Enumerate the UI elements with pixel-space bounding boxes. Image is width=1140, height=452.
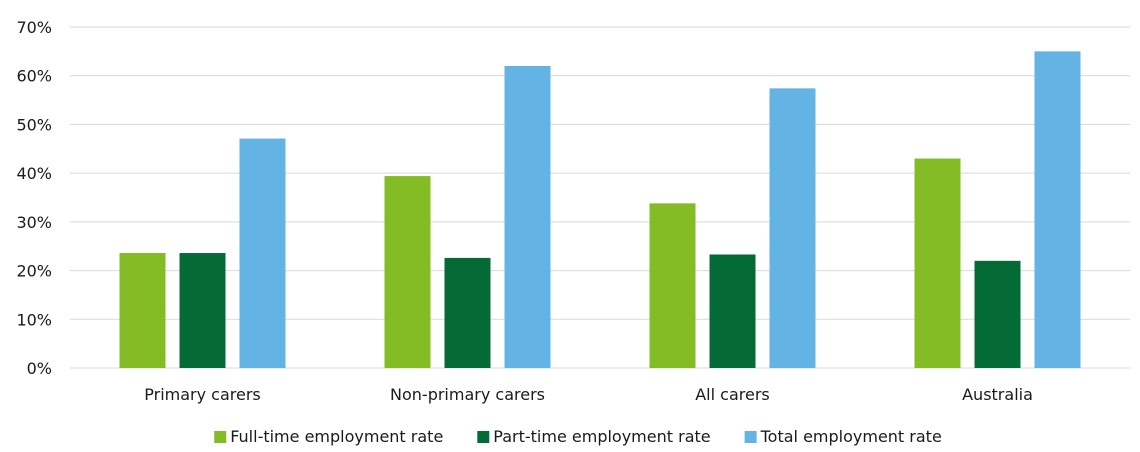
x-category-label: Non-primary carers [390,385,545,404]
bar-full-time-employment-rate-non-primary-carers [384,176,431,368]
x-axis-category-labels: Primary carers Non-primary carers All care… [144,385,1033,404]
x-category-label: Primary carers [144,385,261,404]
bar-total-employment-rate-non-primary-carers [504,65,551,368]
legend-swatch [744,431,757,443]
bar-full-time-employment-rate-primary-carers [119,253,166,368]
legend-swatch [214,431,227,443]
y-tick-label: 40% [16,164,52,183]
y-axis-tick-labels: 0% 10% 20% 30% 40% 50% 60% 70% [16,18,52,378]
legend-item: Total employment rate [744,427,942,446]
bar-part-time-employment-rate-primary-carers [179,253,226,368]
legend: Full-time employment rate Part-time emplo… [214,427,942,446]
bars [119,51,1081,368]
y-tick-label: 20% [16,262,52,281]
bar-full-time-employment-rate-all-carers [649,203,696,368]
gridlines [70,26,1130,369]
bar-total-employment-rate-primary-carers [239,138,286,368]
legend-item: Part-time employment rate [477,427,711,446]
bar-full-time-employment-rate-australia [914,158,961,368]
bar-part-time-employment-rate-non-primary-carers [444,257,491,368]
y-tick-label: 70% [16,18,52,37]
bar-total-employment-rate-australia [1034,51,1081,368]
legend-label: Total employment rate [760,427,942,446]
y-tick-label: 50% [16,115,52,134]
bar-part-time-employment-rate-australia [974,260,1021,368]
legend-swatch [477,431,490,443]
x-category-label: All carers [695,385,770,404]
x-category-label: Australia [962,385,1033,404]
legend-label: Part-time employment rate [493,427,710,446]
y-tick-label: 60% [16,67,52,86]
bar-part-time-employment-rate-all-carers [709,254,756,368]
y-tick-label: 0% [27,359,52,378]
legend-label: Full-time employment rate [230,427,443,446]
y-tick-label: 10% [16,310,52,329]
legend-item: Full-time employment rate [214,427,443,446]
y-tick-label: 30% [16,213,52,232]
bar-total-employment-rate-all-carers [769,88,816,368]
